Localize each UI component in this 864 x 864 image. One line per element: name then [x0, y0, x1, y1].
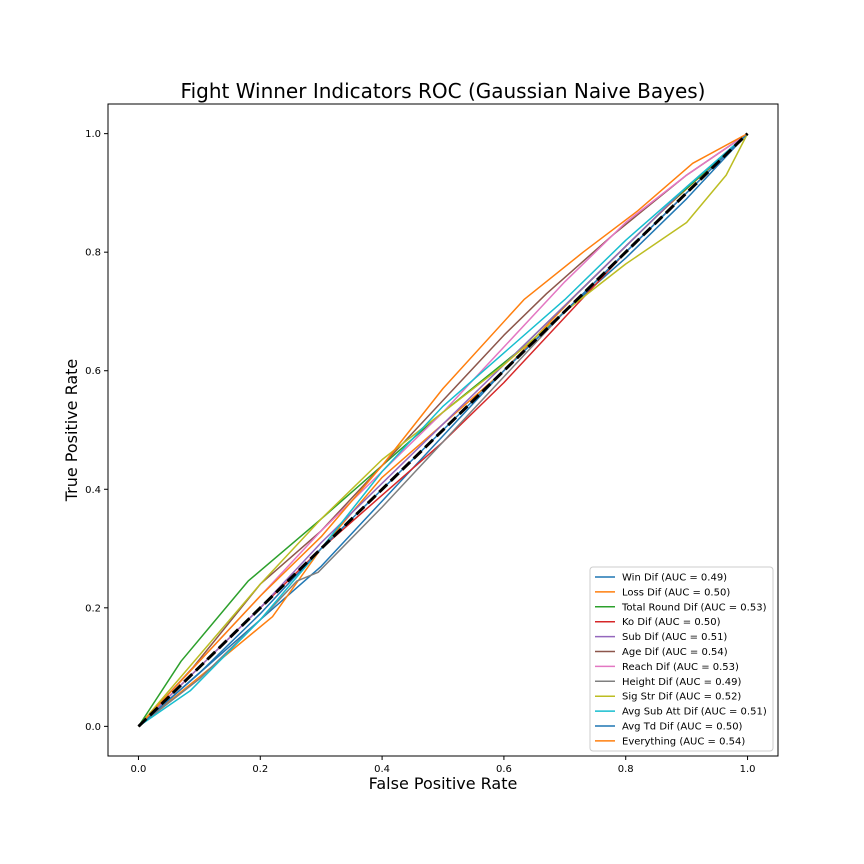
y-axis-label: True Positive Rate: [62, 359, 81, 503]
plot-area: [107, 103, 779, 757]
x-tick-label: 0.6: [496, 764, 512, 775]
y-tick-label: 0.2: [85, 603, 101, 614]
x-tick-label: 0.8: [618, 764, 634, 775]
legend-entry-label: Sub Dif (AUC = 0.51): [622, 632, 727, 643]
legend-entry-label: Avg Td Dif (AUC = 0.50): [622, 722, 743, 733]
x-tick-label: 0.4: [374, 764, 390, 775]
legend-entry-label: Ko Dif (AUC = 0.50): [622, 617, 721, 628]
roc-line-series-12: [137, 132, 748, 727]
x-axis: 0.0 0.2 0.4 0.6 0.8 1.0: [131, 756, 756, 775]
legend-entry-label: Total Round Dif (AUC = 0.53): [621, 602, 767, 613]
y-tick-label: 0.8: [85, 248, 101, 259]
y-axis: 0.0 0.2 0.4 0.6 0.8 1.0: [85, 129, 108, 733]
legend-entry-label: Loss Dif (AUC = 0.50): [622, 587, 730, 598]
roc-line-series-9: [137, 133, 749, 727]
chart-title: Fight Winner Indicators ROC (Gaussian Na…: [181, 79, 706, 103]
legend-entry-label: Age Dif (AUC = 0.54): [622, 647, 728, 658]
roc-line-series-5: [137, 133, 748, 727]
x-tick-label: 0.0: [131, 764, 147, 775]
random-classifier-line: [137, 132, 749, 728]
legend-entry-label: Height Dif (AUC = 0.49): [622, 677, 741, 688]
legend-entry-label: Everything (AUC = 0.54): [622, 736, 745, 747]
x-tick-label: 1.0: [740, 764, 756, 775]
y-tick-label: 0.6: [85, 366, 101, 377]
roc-curves: [137, 132, 749, 728]
roc-line-series-6: [137, 132, 748, 727]
legend-entry-label: Sig Str Dif (AUC = 0.52): [622, 692, 741, 703]
x-tick-label: 0.2: [252, 764, 268, 775]
legend-entry-label: Avg Sub Att Dif (AUC = 0.51): [622, 707, 767, 718]
legend-entry-label: Win Dif (AUC = 0.49): [622, 573, 727, 584]
roc-line-series-10: [138, 133, 748, 728]
y-tick-label: 0.0: [85, 722, 101, 733]
y-tick-label: 1.0: [85, 129, 101, 140]
x-axis-label: False Positive Rate: [369, 774, 518, 793]
y-tick-label: 0.4: [85, 485, 101, 496]
roc-line-series-1: [138, 133, 749, 727]
legend-box: [589, 566, 774, 752]
legend-entry-label: Reach Dif (AUC = 0.53): [622, 662, 739, 673]
legend: Win Dif (AUC = 0.49) Loss Dif (AUC = 0.50…: [589, 566, 774, 752]
